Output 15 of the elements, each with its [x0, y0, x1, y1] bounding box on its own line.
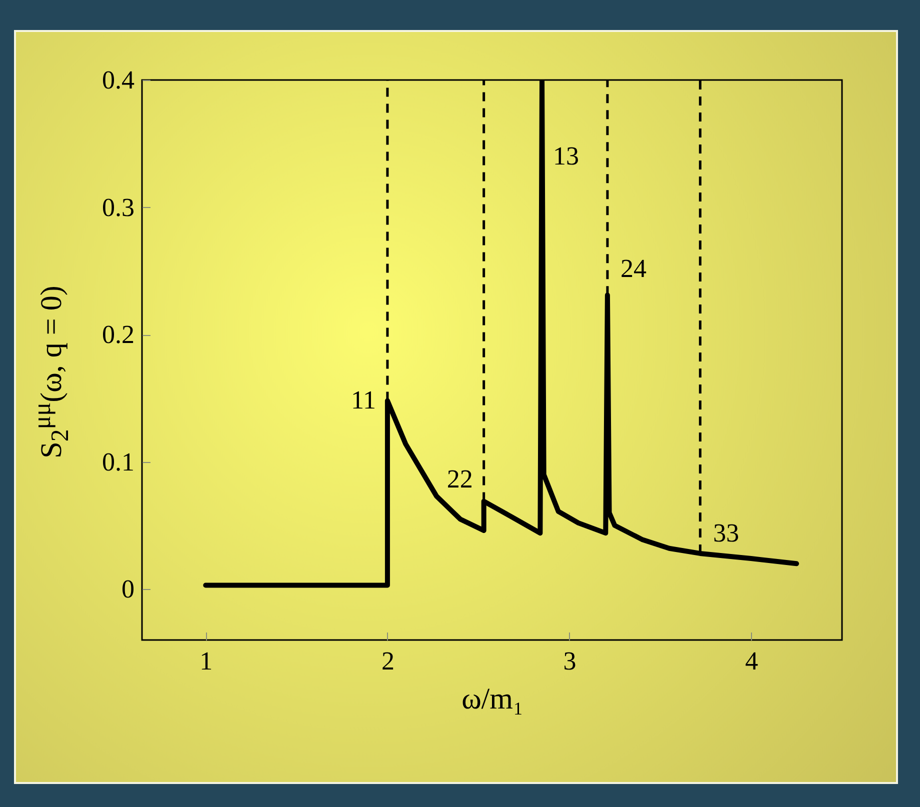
y-tick-label: 0 — [122, 574, 134, 604]
y-tick-label: 0.4 — [102, 66, 134, 94]
annotation: 22 — [446, 464, 473, 494]
annotation: 13 — [553, 141, 579, 170]
x-tick-label: 3 — [563, 646, 576, 676]
y-tick-label: 0.2 — [102, 320, 134, 350]
x-tick-label: 1 — [200, 646, 213, 676]
annotation: 11 — [350, 386, 376, 415]
annotation: 33 — [713, 518, 740, 548]
x-tick-label: 4 — [745, 646, 758, 676]
x-tick-label: 2 — [381, 646, 394, 676]
annotation: 24 — [620, 254, 646, 284]
y-tick-label: 0.1 — [102, 447, 134, 476]
x-axis-title: ω/m₁ — [462, 682, 524, 716]
y-tick-label: 0.3 — [102, 192, 134, 222]
